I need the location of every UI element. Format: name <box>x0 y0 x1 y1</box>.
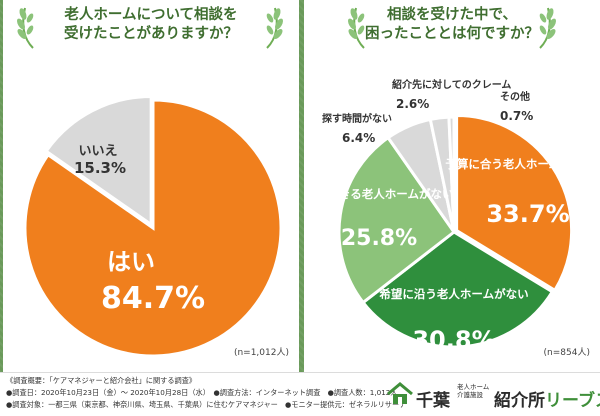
slice-label: 入所できる老人ホームがない <box>305 187 454 201</box>
slice-value: 2.6% <box>396 97 429 111</box>
laurel-right-icon <box>266 7 283 49</box>
logo-brand-text: 紹介所リーブス <box>494 386 600 411</box>
pie-slice <box>447 115 456 233</box>
survey-overview: 《調査概要：「ケアマネジャーと紹介会社」に関する調査》 <box>6 376 197 385</box>
slice-value: 6.4% <box>342 131 375 145</box>
logo-main-text: 千葉 <box>416 391 450 411</box>
slice-label: 希望に沿う老人ホームがない <box>378 287 528 301</box>
house-logo-icon <box>387 382 413 404</box>
pie-slice <box>361 230 555 349</box>
pie-slice <box>337 135 457 305</box>
slice-value: 0.7% <box>500 109 533 123</box>
slice-value: 30.8% <box>412 326 495 354</box>
logo-brand-prefix: 紹介所 <box>494 391 545 411</box>
laurel-left-icon <box>348 7 365 49</box>
right-chart-title: 相談を受けた中で、 困ったこととは何ですか？ <box>365 7 539 42</box>
slice-label: 探す時間がない <box>322 112 392 125</box>
slice-label: 紹介先に対してのクレーム <box>392 78 511 91</box>
left-n-label: (n=1,012人) <box>233 348 289 358</box>
slice-label: はい <box>107 248 155 276</box>
pie-slice <box>23 98 283 358</box>
survey-footer: 《調査概要：「ケアマネジャーと紹介会社」に関する調査》 ●調査日：2020年10… <box>0 372 600 416</box>
logo-brand-suffix: リーブス <box>545 391 600 411</box>
slice-label: 予算に合う老人ホームがない <box>445 157 594 171</box>
laurel-right-icon <box>539 7 556 49</box>
left-chart-panel: 老人ホームについて相談を 受けたことがありますか？ はい 84.7% いいえ 15.3… <box>3 0 299 372</box>
left-chart-title: 老人ホームについて相談を 受けたことがありますか？ <box>64 7 238 42</box>
slice-value: 25.8% <box>341 226 417 251</box>
logo-sub-text: 老人ホーム 介護施設 <box>457 383 490 399</box>
right-pie-chart: 予算に合う老人ホームがない 33.7% 希望に沿う老人ホームがない 30.8% 入所でき… <box>305 78 595 354</box>
slice-value: 84.7% <box>101 281 205 316</box>
pie-slice <box>44 94 153 228</box>
slice-label: いいえ <box>78 144 117 159</box>
laurel-left-icon <box>17 7 34 49</box>
slice-label: その他 <box>500 90 530 103</box>
right-n-label: (n=854人) <box>543 348 590 358</box>
slice-value: 15.3% <box>74 159 126 177</box>
slice-value: 33.7% <box>486 200 569 228</box>
survey-details: ●調査日：2020年10月23日（金）～ 2020年10月28日（水） ●調査方… <box>6 388 398 397</box>
brand-logo: 千葉 老人ホーム 介護施設 紹介所リーブス <box>364 379 600 411</box>
right-chart-panel: 相談を受けた中で、 困ったこととは何ですか？ 予算に合う老人ホームがない 33.7… <box>304 0 600 372</box>
pie-slice <box>455 114 574 293</box>
survey-target: ●調査対象：一都三県（東京都、神奈川県、埼玉県、千葉県）に住むケアマネジャー ●… <box>6 400 407 409</box>
